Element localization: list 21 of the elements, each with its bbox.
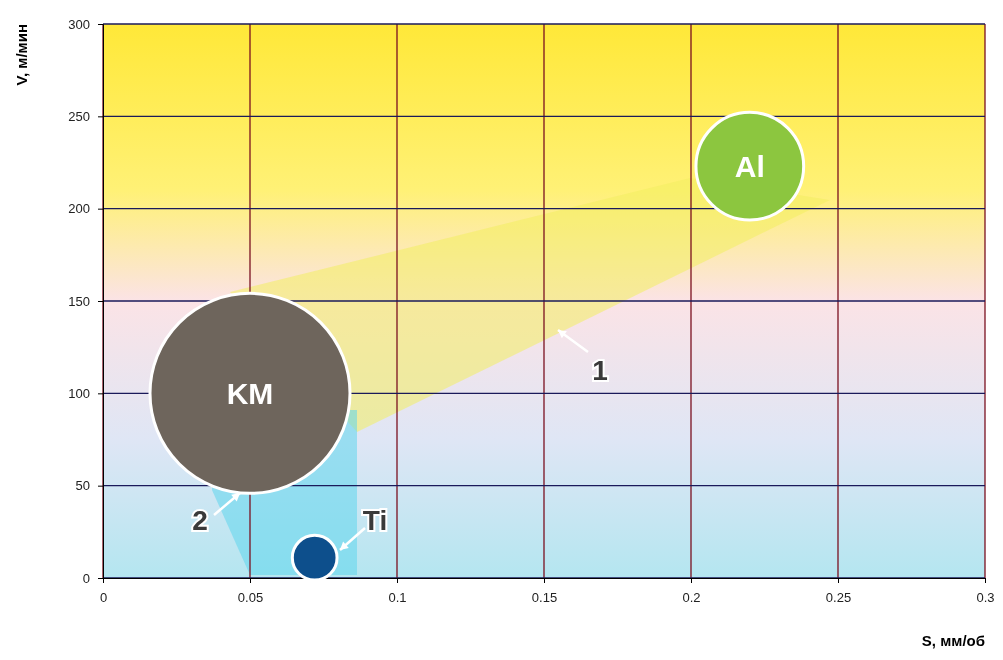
- annotation: Al: [734, 149, 765, 183]
- x-tick-label: 0.2: [682, 590, 701, 606]
- annotation: Ti: [362, 504, 388, 536]
- y-tick-label: 100: [68, 385, 90, 401]
- y-tick-label: 200: [68, 201, 90, 217]
- y-tick-label: 0: [82, 570, 90, 586]
- x-tick-label: 0.15: [531, 590, 558, 606]
- x-tick-label: 0.05: [237, 590, 264, 606]
- y-axis-title: V, м/мин: [13, 24, 31, 86]
- y-tick-label: 250: [68, 108, 90, 124]
- y-tick-label: 300: [68, 16, 90, 32]
- x-tick-label: 0.3: [976, 590, 995, 606]
- y-tick-label: 150: [68, 293, 90, 309]
- x-tick-label: 0: [99, 590, 108, 606]
- annotation: 2: [192, 504, 208, 536]
- annotation: KM: [226, 376, 274, 410]
- y-tick-label: 50: [75, 478, 90, 494]
- x-tick-label: 0.1: [388, 590, 407, 606]
- x-tick-label: 0.25: [825, 590, 852, 606]
- x-axis-title: S, мм/об: [921, 632, 985, 649]
- annotation: 1: [592, 354, 608, 386]
